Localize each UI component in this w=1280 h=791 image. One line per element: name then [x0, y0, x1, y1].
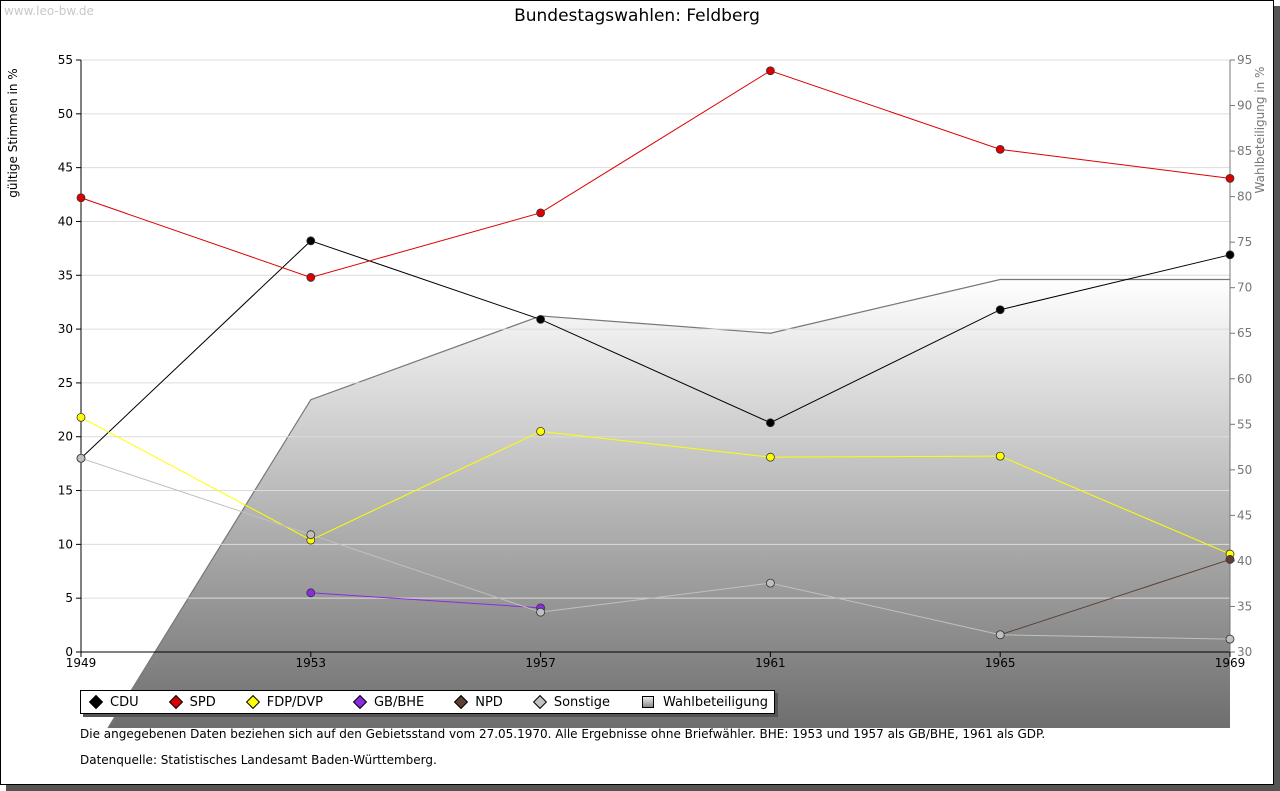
y2-tick-label: 70 [1237, 281, 1252, 295]
y-tick-label: 0 [65, 645, 73, 659]
series-spd [76, 66, 1235, 282]
footnote-area: Die angegebenen Daten beziehen sich auf … [80, 727, 1046, 741]
data-point-sonstige [306, 530, 316, 540]
y2-tick-label: 85 [1237, 144, 1252, 158]
data-point-cdu [536, 315, 545, 324]
y-tick-label: 10 [58, 537, 73, 551]
data-point-gb-bhe [306, 588, 316, 598]
data-point-sonstige [536, 607, 545, 617]
series-line-npd [1000, 558, 1231, 636]
y2-tick-label: 65 [1237, 326, 1252, 340]
y2-tick-label: 40 [1237, 554, 1252, 568]
legend-item-cdu: CDU [85, 695, 139, 710]
data-point-fdp-dvp [995, 451, 1005, 461]
y2-tick-label: 45 [1237, 508, 1252, 522]
legend-item-spd: SPD [165, 695, 216, 710]
legend-item-npd: NPD [450, 695, 503, 710]
y2-tick-label: 90 [1237, 99, 1252, 113]
x-tick-label: 1949 [66, 656, 97, 670]
legend-marker [168, 694, 183, 710]
data-point-fdp-dvp [76, 412, 86, 422]
legend: CDU SPD FDP/DVP GB/BHE NPD Sonstige Wahlbeteil… [80, 690, 776, 714]
data-point-spd [766, 66, 775, 76]
series-sonstige [76, 453, 1235, 644]
series-line-cdu [80, 240, 1231, 459]
data-point-sonstige [1225, 634, 1235, 644]
y-tick-label: 45 [58, 161, 73, 175]
data-point-cdu [306, 236, 316, 246]
legend-marker [454, 694, 469, 710]
data-point-sonstige [76, 453, 86, 463]
data-point-npd [1225, 555, 1235, 564]
legend-label: Wahlbeteiligung [663, 694, 769, 710]
x-tick-label: 1961 [755, 656, 786, 670]
data-point-fdp-dvp [536, 426, 545, 436]
legend-item-gb-bhe: GB/BHE [349, 695, 424, 710]
series-line-spd [80, 70, 1231, 278]
data-point-fdp-dvp [766, 452, 775, 462]
data-point-sonstige [766, 578, 775, 588]
x-tick-label: 1965 [985, 656, 1016, 670]
x-tick-label: 1969 [1215, 656, 1246, 670]
y2-tick-label: 50 [1237, 463, 1252, 477]
frame-shadow-right [1274, 6, 1280, 791]
y-tick-label: 15 [58, 484, 73, 498]
legend-label: NPD [475, 694, 503, 710]
data-point-cdu [766, 418, 775, 428]
y2-tick-label: 30 [1237, 645, 1252, 659]
y2-tick-label: 95 [1237, 53, 1252, 67]
y2-tick-label: 80 [1237, 190, 1252, 204]
y-tick-label: 5 [65, 591, 73, 605]
data-point-spd [1225, 173, 1235, 183]
series-cdu [76, 236, 1235, 463]
legend-label: GB/BHE [373, 694, 425, 710]
y-tick-label: 50 [58, 107, 73, 121]
legend-label: Sonstige [553, 694, 610, 710]
y-tick-label: 35 [58, 268, 73, 282]
legend-marker [532, 694, 547, 710]
y-tick-label: 20 [58, 430, 73, 444]
y-tick-label: 55 [58, 53, 73, 67]
y2-tick-label: 75 [1237, 235, 1252, 249]
legend-marker [642, 696, 654, 708]
y2-tick-label: 55 [1237, 417, 1252, 431]
series-line-gb-bhe [310, 592, 541, 609]
y-tick-label: 25 [58, 376, 73, 390]
legend-marker [88, 694, 104, 710]
data-point-cdu [1225, 250, 1235, 260]
data-point-spd [76, 193, 86, 203]
legend-item-wahlbeteiligung: Wahlbeteiligung [636, 695, 768, 710]
data-point-cdu [995, 305, 1005, 315]
y2-axis-label: Wahlbeteiligung in % [1253, 67, 1267, 194]
legend-label: SPD [189, 694, 216, 710]
x-tick-label: 1953 [296, 656, 327, 670]
data-point-spd [536, 208, 545, 218]
series-line-fdp-dvp [80, 416, 1231, 555]
data-point-spd [306, 273, 316, 282]
x-tick-label: 1957 [525, 656, 556, 670]
y-tick-label: 30 [58, 322, 73, 336]
legend-label: FDP/DVP [266, 694, 323, 710]
legend-item-fdp-dvp: FDP/DVP [242, 695, 323, 710]
frame-shadow-bottom [6, 785, 1280, 791]
turnout-line [107, 278, 1230, 729]
data-source: Datenquelle: Statistisches Landesamt Bad… [80, 753, 437, 767]
series-line-sonstige [80, 457, 1231, 640]
turnout-area [108, 279, 1230, 728]
chart-title: Bundestagswahlen: Feldberg [514, 6, 760, 26]
watermark: www.leo-bw.de [4, 4, 94, 18]
y2-tick-label: 60 [1237, 372, 1252, 386]
legend-marker [352, 694, 368, 710]
legend-marker [245, 694, 260, 710]
y-tick-label: 40 [58, 214, 73, 228]
data-point-sonstige [995, 630, 1005, 640]
legend-label: CDU [110, 694, 139, 710]
data-point-spd [995, 144, 1005, 154]
legend-item-sonstige: Sonstige [529, 695, 610, 710]
y-axis-label: gültige Stimmen in % [6, 68, 20, 197]
y2-tick-label: 35 [1237, 599, 1252, 613]
